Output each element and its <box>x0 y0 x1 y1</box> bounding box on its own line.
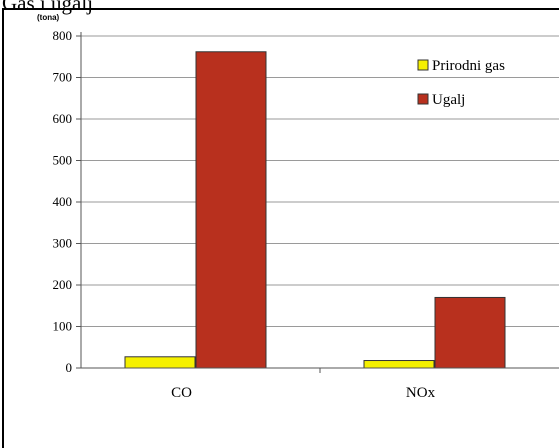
y-tick-label: 600 <box>53 111 73 126</box>
y-tick-label: 500 <box>53 153 73 168</box>
bar-prirodni-gas-nox <box>363 360 435 369</box>
axes <box>80 32 559 373</box>
top-caption: Gas i ugalj <box>2 0 93 15</box>
y-tick-label: 700 <box>53 70 73 85</box>
y-axis-unit-label: (tona) <box>37 13 60 22</box>
y-tick-label: 400 <box>53 194 73 209</box>
y-tick-label: 0 <box>66 360 73 375</box>
legend-swatch <box>417 93 429 105</box>
bar-prirodni-gas-co <box>124 356 196 369</box>
category-labels: CO NOx <box>171 385 436 401</box>
bar-chart: 0 100 200 300 400 500 600 700 800 CO NOx (tona) P… <box>37 13 559 401</box>
y-tick-label: 300 <box>53 236 73 251</box>
legend-swatch <box>417 59 429 71</box>
bar-ugalj-nox <box>434 296 506 369</box>
legend: Prirodni gas Ugalj <box>417 58 505 108</box>
category-label: CO <box>171 385 192 401</box>
bars <box>124 51 506 369</box>
gridlines <box>76 35 559 369</box>
category-label: NOx <box>406 385 436 401</box>
y-tick-label: 200 <box>53 277 73 292</box>
chart-frame <box>2 8 559 448</box>
y-tick-labels: 0 100 200 300 400 500 600 700 800 <box>53 28 73 375</box>
y-tick-label: 100 <box>53 319 73 334</box>
legend-label: Ugalj <box>432 92 465 108</box>
y-tick-label: 800 <box>53 28 73 43</box>
bar-ugalj-co <box>195 51 267 369</box>
legend-label: Prirodni gas <box>432 58 505 74</box>
